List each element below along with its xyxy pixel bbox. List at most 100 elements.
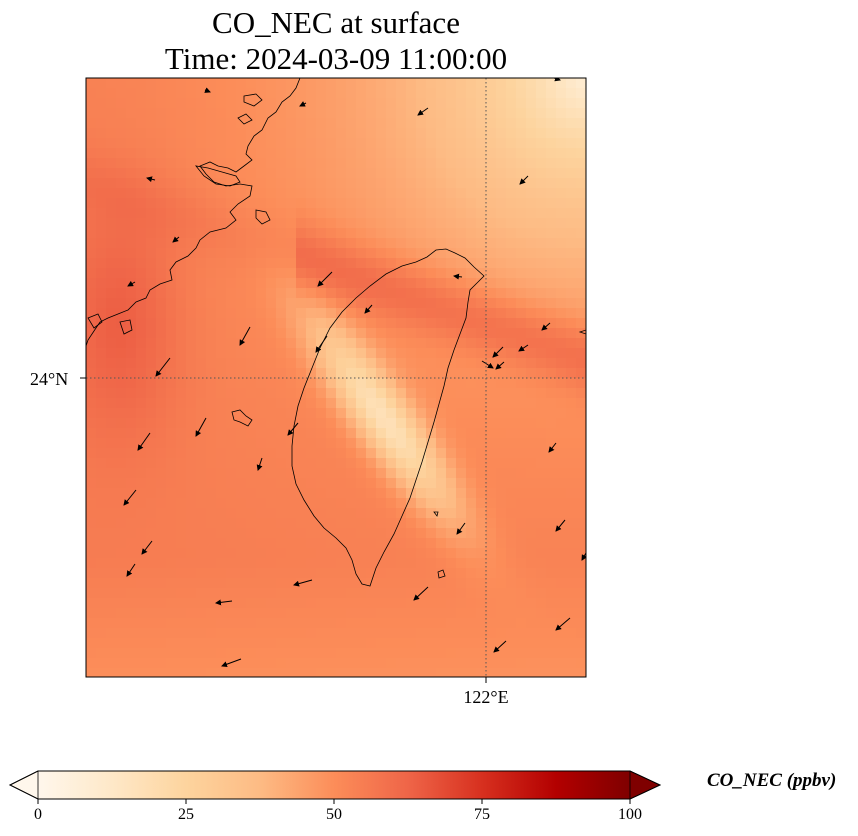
heatmap-cell (566, 548, 577, 559)
heatmap-cell (506, 648, 517, 659)
heatmap-cell (226, 258, 237, 269)
heatmap-cell (416, 608, 427, 619)
heatmap-cell (236, 608, 247, 619)
heatmap-cell (196, 148, 207, 159)
heatmap-cell (116, 388, 127, 399)
heatmap-cell (336, 128, 347, 139)
heatmap-cell (316, 538, 327, 549)
heatmap-cell (276, 258, 287, 269)
heatmap-cell (466, 78, 477, 89)
heatmap-cell (146, 238, 157, 249)
heatmap-cell (366, 298, 377, 309)
heatmap-cell (576, 158, 586, 169)
heatmap-cell (246, 218, 257, 229)
heatmap-cell (446, 128, 457, 139)
heatmap-cell (306, 528, 317, 539)
heatmap-cell (246, 608, 257, 619)
heatmap-cell (186, 588, 197, 599)
heatmap-cell (506, 538, 517, 549)
heatmap-cell (106, 508, 117, 519)
heatmap-cell (326, 658, 337, 669)
heatmap-cell (316, 138, 327, 149)
heatmap-cell (166, 208, 177, 219)
heatmap-cell (146, 598, 157, 609)
heatmap-cell (236, 108, 247, 119)
heatmap-cell (156, 498, 167, 509)
heatmap-cell (216, 228, 227, 239)
heatmap-cell (356, 398, 367, 409)
heatmap-cell (576, 478, 586, 489)
heatmap-cell (386, 318, 397, 329)
heatmap-cell (556, 528, 567, 539)
heatmap-cell (396, 648, 407, 659)
heatmap-cell (446, 438, 457, 449)
heatmap-cell (286, 278, 297, 289)
heatmap-cell (546, 418, 557, 429)
heatmap-cell (276, 158, 287, 169)
heatmap-cell (396, 638, 407, 649)
heatmap-cell (356, 668, 367, 677)
heatmap-cell (346, 168, 357, 179)
heatmap-cell (576, 528, 586, 539)
heatmap-cell (236, 658, 247, 669)
heatmap-cell (436, 228, 447, 239)
heatmap-cell (266, 498, 277, 509)
heatmap-cell (446, 248, 457, 259)
heatmap-cell (136, 268, 147, 279)
heatmap-cell (96, 418, 107, 429)
heatmap-cell (296, 388, 307, 399)
heatmap-cell (236, 258, 247, 269)
heatmap-cell (236, 618, 247, 629)
heatmap-cell (256, 418, 267, 429)
heatmap-cell (576, 298, 586, 309)
heatmap-cell (336, 138, 347, 149)
heatmap-cell (346, 468, 357, 479)
heatmap-cell (396, 298, 407, 309)
heatmap-cell (136, 338, 147, 349)
heatmap-cell (386, 238, 397, 249)
heatmap-cell (96, 588, 107, 599)
heatmap-cell (96, 368, 107, 379)
heatmap-cell (526, 588, 537, 599)
heatmap-cell (186, 458, 197, 469)
heatmap-cell (426, 608, 437, 619)
heatmap-cell (356, 508, 367, 519)
heatmap-cell (536, 248, 547, 259)
heatmap-cell (266, 668, 277, 677)
heatmap-cell (106, 148, 117, 159)
heatmap-cell (386, 278, 397, 289)
heatmap-cell (246, 598, 257, 609)
heatmap-cell (496, 108, 507, 119)
heatmap-cell (236, 408, 247, 419)
heatmap-cell (396, 378, 407, 389)
heatmap-cell (396, 248, 407, 259)
heatmap-cell (526, 178, 537, 189)
heatmap-cell (396, 418, 407, 429)
heatmap-cell (376, 468, 387, 479)
heatmap-cell (546, 398, 557, 409)
heatmap-cell (446, 158, 457, 169)
heatmap-cell (426, 168, 437, 179)
heatmap-cell (316, 368, 327, 379)
heatmap-cell (456, 168, 467, 179)
heatmap-cell (286, 568, 297, 579)
heatmap-cell (186, 428, 197, 439)
heatmap-cell (486, 258, 497, 269)
heatmap-cell (206, 628, 217, 639)
heatmap-cell (306, 198, 317, 209)
heatmap-cell (466, 418, 477, 429)
heatmap-cell (266, 88, 277, 99)
heatmap-cell (316, 98, 327, 109)
heatmap-cell (366, 318, 377, 329)
heatmap-cell (346, 558, 357, 569)
heatmap-cell (576, 438, 586, 449)
heatmap-cell (476, 498, 487, 509)
heatmap-cell (106, 648, 117, 659)
heatmap-cell (436, 628, 447, 639)
heatmap-cell (146, 308, 157, 319)
heatmap-cell (396, 628, 407, 639)
heatmap-cell (486, 248, 497, 259)
heatmap-cell (176, 568, 187, 579)
heatmap-cell (106, 628, 117, 639)
heatmap-cell (276, 338, 287, 349)
